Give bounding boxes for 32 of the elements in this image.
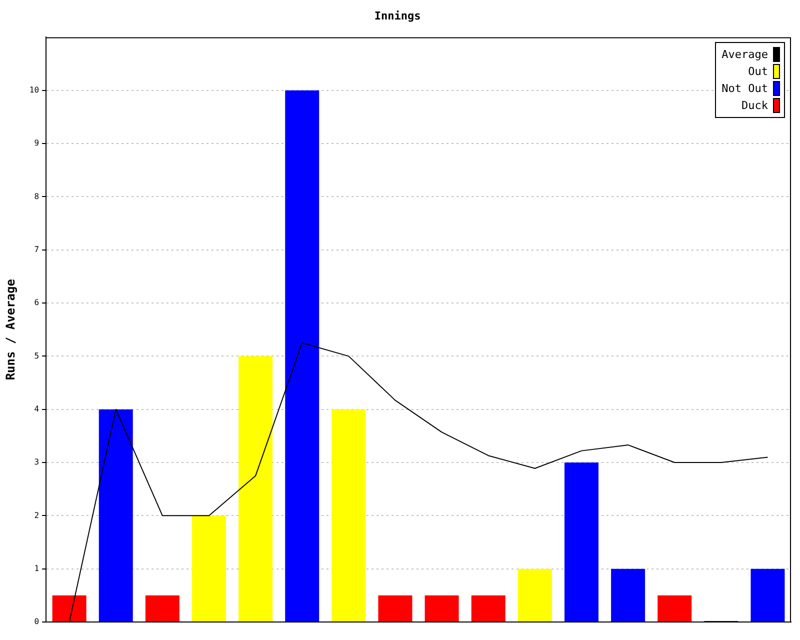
y-axis-title: Runs / Average — [3, 279, 18, 380]
legend-label: Duck — [742, 99, 768, 112]
bar — [658, 595, 692, 622]
y-tick-label: 5 — [34, 351, 40, 360]
y-tick-label: 8 — [34, 192, 40, 201]
y-tick-label: 1 — [34, 564, 40, 573]
y-tick-label: 7 — [34, 244, 40, 254]
bar — [285, 90, 320, 622]
bar — [424, 595, 459, 622]
bar — [518, 568, 552, 622]
y-tick-label: 10 — [29, 85, 40, 94]
y-tick-label: 2 — [34, 510, 40, 520]
bar — [98, 409, 133, 622]
bar — [564, 462, 598, 622]
legend-label: Out — [748, 65, 768, 78]
bar — [145, 595, 180, 622]
bar — [378, 595, 412, 622]
legend-label: Not Out — [722, 82, 768, 96]
bar — [611, 568, 646, 622]
legend-label: Average — [722, 48, 768, 62]
bar — [750, 568, 785, 622]
bar — [52, 595, 86, 622]
y-tick-label: 4 — [34, 404, 40, 414]
y-tick-label: 9 — [34, 138, 40, 148]
y-tick-label: 0 — [34, 617, 40, 626]
chart-title: Innings — [374, 9, 421, 22]
bar — [192, 516, 226, 622]
bar — [471, 595, 506, 622]
y-tick-label: 3 — [34, 458, 40, 467]
y-tick-label: 6 — [34, 298, 40, 308]
bar — [238, 356, 273, 622]
bar — [332, 409, 366, 622]
